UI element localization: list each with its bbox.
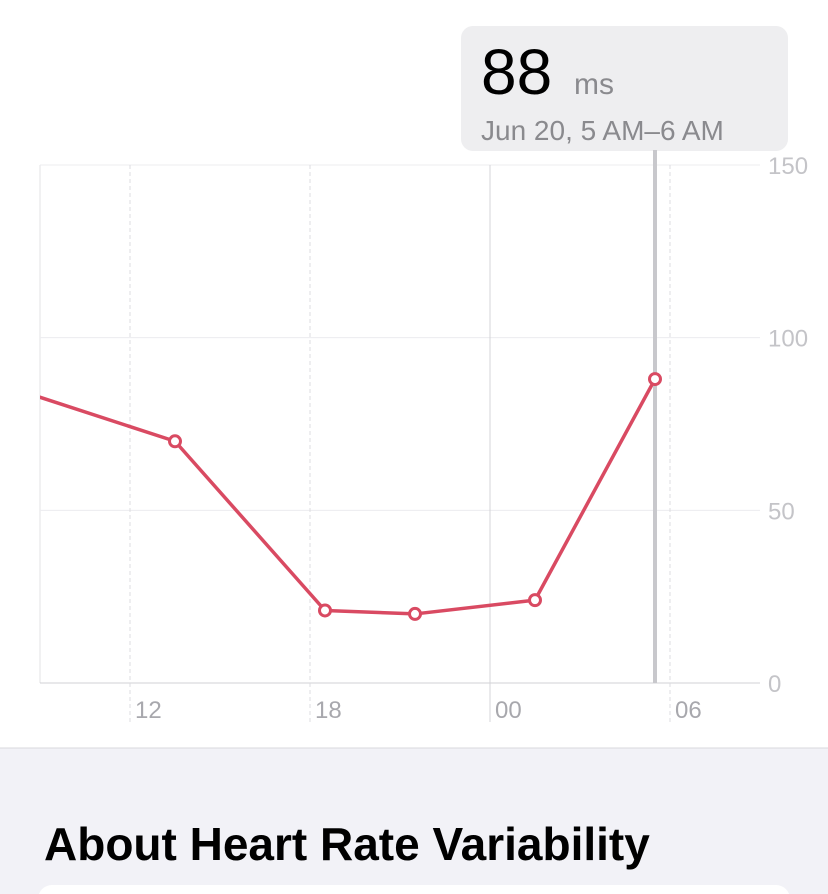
plot: 0 50 100 150 12 18 00 06 (0, 150, 808, 724)
tooltip-value: 88 (481, 36, 552, 108)
x-tick-label: 00 (495, 697, 522, 724)
y-tick-label: 50 (768, 498, 795, 525)
section-background (0, 748, 828, 894)
data-point (318, 603, 332, 618)
data-line (40, 378, 657, 616)
section-title: About Heart Rate Variability (44, 818, 650, 870)
tooltip-box (461, 26, 788, 151)
x-tick-label: 18 (315, 697, 342, 724)
data-point (648, 372, 662, 387)
data-point (168, 434, 182, 449)
data-point (408, 606, 422, 621)
x-tick-label: 12 (135, 697, 162, 724)
tooltip-range: Jun 20, 5 AM–6 AM (481, 115, 724, 146)
series (0, 150, 662, 683)
y-tick-label: 0 (768, 671, 781, 698)
card (38, 885, 790, 894)
x-tick-label: 06 (675, 697, 702, 724)
y-tick-label: 150 (768, 153, 808, 180)
data-point (528, 593, 542, 608)
tooltip-unit: ms (574, 68, 614, 101)
data-point (0, 377, 1, 388)
y-tick-label: 100 (768, 326, 808, 353)
